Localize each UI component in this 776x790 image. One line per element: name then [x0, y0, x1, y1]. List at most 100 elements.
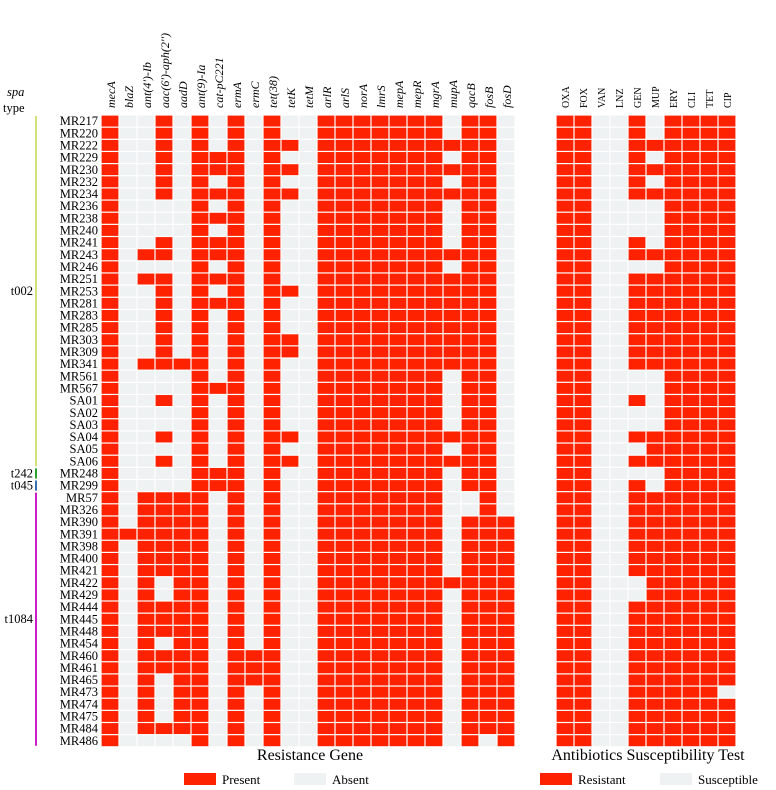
antibiotic-cell — [610, 455, 628, 467]
antibiotic-cell — [664, 176, 682, 188]
antibiotic-cell — [700, 395, 718, 406]
gene-cell — [209, 188, 227, 200]
gene-cell — [371, 395, 389, 406]
gene-cell — [479, 346, 497, 358]
antibiotic-cell — [574, 601, 592, 613]
antibiotic-cell — [610, 638, 628, 649]
gene-cell — [227, 553, 245, 564]
antibiotic-cell — [682, 650, 700, 662]
gene-cell — [317, 625, 335, 637]
gene-cell — [335, 188, 353, 200]
gene-column-label: cat-pC221 — [212, 57, 226, 108]
sample-label: MR283 — [60, 309, 98, 323]
antibiotic-cell — [592, 601, 610, 613]
antibiotic-cell — [610, 723, 628, 735]
antibiotic-cell — [682, 212, 700, 224]
antibiotic-cell — [610, 492, 628, 504]
gene-cell — [407, 540, 425, 552]
antibiotic-cell — [664, 127, 682, 139]
gene-cell — [443, 625, 461, 637]
antibiotic-cell — [646, 334, 664, 346]
gene-cell — [371, 139, 389, 151]
sample-label: MR454 — [60, 637, 99, 651]
gene-cell — [335, 346, 353, 358]
gene-cell — [425, 601, 443, 613]
gene-cell — [407, 358, 425, 370]
gene-cell — [101, 164, 119, 176]
antibiotic-cell — [700, 674, 718, 686]
gene-cell — [191, 735, 209, 747]
antibiotic-column-label: ERY — [669, 89, 680, 108]
antibiotic-cell — [592, 224, 610, 236]
gene-cell — [209, 346, 227, 358]
gene-cell — [461, 686, 479, 698]
antibiotic-cell — [718, 504, 736, 516]
gene-cell — [317, 127, 335, 139]
antibiotic-cell — [556, 237, 574, 249]
gene-cell — [209, 358, 227, 370]
gene-cell — [479, 297, 497, 309]
gene-cell — [227, 224, 245, 236]
gene-cell — [443, 589, 461, 601]
gene-cell — [245, 480, 263, 492]
gene-cell — [335, 370, 353, 382]
gene-cell — [317, 395, 335, 406]
gene-cell — [191, 310, 209, 321]
antibiotic-cell — [682, 382, 700, 394]
gene-cell — [317, 577, 335, 589]
antibiotic-cell — [574, 285, 592, 297]
gene-cell — [209, 273, 227, 285]
gene-cell — [137, 322, 155, 334]
gene-cell — [389, 188, 407, 200]
antibiotic-cell — [610, 443, 628, 455]
gene-cell — [227, 480, 245, 492]
gene-cell — [317, 480, 335, 492]
antibiotic-cell — [682, 164, 700, 176]
gene-cell — [155, 540, 173, 552]
gene-cell — [479, 419, 497, 431]
gene-cell — [443, 127, 461, 139]
antibiotic-cell — [592, 358, 610, 370]
antibiotic-cell — [664, 625, 682, 637]
antibiotic-cell — [592, 322, 610, 334]
sample-label: MR232 — [60, 175, 98, 189]
gene-cell — [317, 443, 335, 455]
gene-cell — [245, 407, 263, 419]
antibiotic-cell — [592, 115, 610, 127]
gene-cell — [227, 358, 245, 370]
gene-cell — [353, 285, 371, 297]
antibiotic-cell — [628, 261, 646, 273]
gene-cell — [119, 261, 137, 273]
antibiotic-cell — [610, 188, 628, 200]
gene-cell — [389, 723, 407, 735]
gene-cell — [443, 237, 461, 249]
gene-cell — [137, 139, 155, 151]
gene-cell — [209, 686, 227, 698]
gene-cell — [371, 504, 389, 516]
gene-cell — [497, 407, 515, 419]
antibiotic-cell — [682, 431, 700, 443]
gene-cell — [407, 589, 425, 601]
gene-column-label: qacB — [464, 83, 478, 108]
gene-cell — [101, 322, 119, 334]
antibiotic-cell — [718, 176, 736, 188]
gene-cell — [191, 577, 209, 589]
gene-cell — [371, 662, 389, 674]
antibiotic-cell — [646, 674, 664, 686]
gene-cell — [443, 188, 461, 200]
gene-cell — [209, 443, 227, 455]
gene-cell — [479, 261, 497, 273]
gene-cell — [371, 212, 389, 224]
antibiotic-cell — [718, 285, 736, 297]
gene-cell — [227, 322, 245, 334]
gene-cell — [173, 346, 191, 358]
gene-cell — [191, 723, 209, 735]
gene-cell — [227, 662, 245, 674]
gene-cell — [479, 139, 497, 151]
antibiotic-cell — [646, 212, 664, 224]
gene-cell — [497, 589, 515, 601]
antibiotic-cell — [682, 273, 700, 285]
gene-cell — [191, 237, 209, 249]
antibiotic-cell — [700, 249, 718, 261]
gene-cell — [245, 322, 263, 334]
